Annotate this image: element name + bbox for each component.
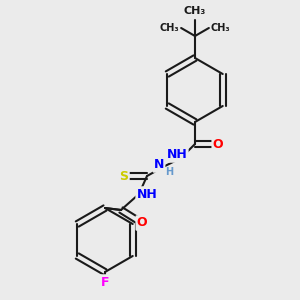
Text: NH: NH [136,188,158,200]
Text: H: H [165,167,173,177]
Text: CH₃: CH₃ [160,23,179,33]
Text: F: F [101,275,109,289]
Text: NH: NH [167,148,188,161]
Text: O: O [213,137,223,151]
Text: S: S [119,169,128,182]
Text: O: O [137,217,147,230]
Text: N: N [154,158,164,172]
Text: CH₃: CH₃ [211,23,230,33]
Text: CH₃: CH₃ [184,6,206,16]
